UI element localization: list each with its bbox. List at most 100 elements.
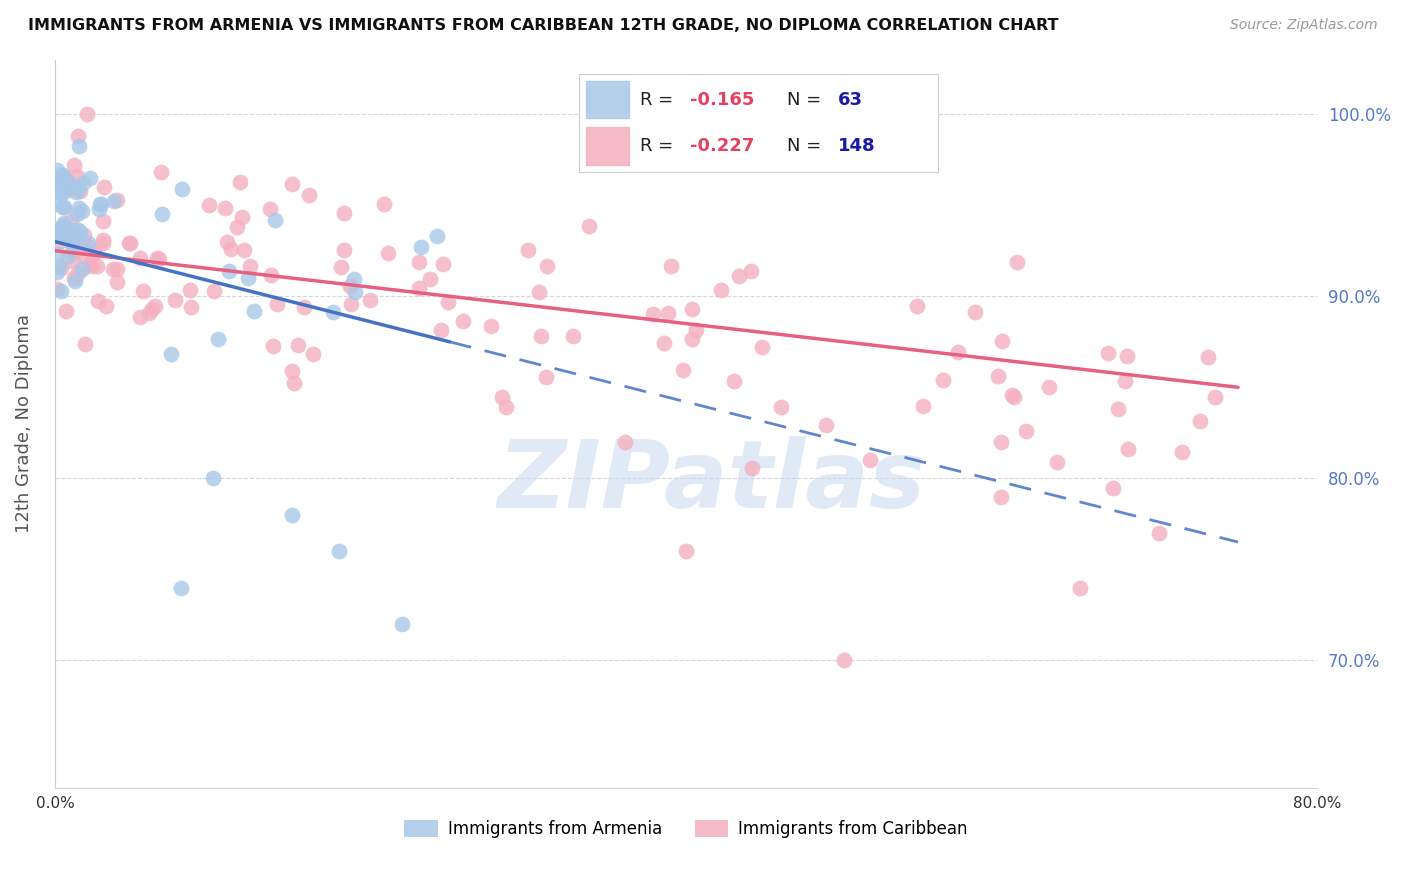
Point [517, 244, 540, 258]
Point [67, 266, 90, 280]
Point [437, 295, 460, 310]
Point [58, 249, 80, 263]
Point [48, 227, 70, 241]
Point [60, 237, 83, 252]
Point [741, 461, 763, 475]
Point [408, 255, 430, 269]
Point [963, 304, 986, 318]
Point [529, 285, 551, 299]
Point [292, 300, 315, 314]
Point [287, 338, 309, 352]
Point [332, 206, 354, 220]
Point [46, 246, 69, 260]
Point [432, 256, 454, 270]
Point [52, 231, 75, 245]
Point [62, 224, 84, 238]
Point [657, 306, 679, 320]
Point [281, 364, 304, 378]
Point [118, 235, 141, 250]
Point [56, 178, 79, 193]
Point [283, 376, 305, 391]
Point [93, 233, 115, 247]
Point [56, 228, 79, 243]
Point [52, 216, 75, 230]
Point [90, 196, 112, 211]
Point [339, 278, 361, 293]
Point [911, 399, 934, 413]
Point [146, 251, 169, 265]
Point [58, 176, 80, 190]
Point [740, 264, 762, 278]
Point [49, 224, 72, 238]
Point [613, 434, 636, 449]
Point [408, 280, 430, 294]
Point [832, 653, 855, 667]
Point [1147, 525, 1170, 540]
Point [1005, 255, 1028, 269]
Point [149, 165, 172, 179]
Point [530, 329, 553, 343]
Point [302, 347, 325, 361]
Point [243, 303, 266, 318]
Point [145, 299, 167, 313]
Point [105, 261, 128, 276]
Point [86, 294, 108, 309]
Point [281, 178, 304, 192]
Point [214, 202, 236, 216]
Point [429, 323, 451, 337]
Point [652, 336, 675, 351]
Point [66, 240, 89, 254]
Point [46, 174, 69, 188]
Point [103, 194, 125, 209]
Point [232, 243, 254, 257]
Point [1069, 581, 1091, 595]
Point [1002, 390, 1025, 404]
Point [93, 179, 115, 194]
Point [63, 158, 86, 172]
Point [45, 222, 67, 236]
Text: IMMIGRANTS FROM ARMENIA VS IMMIGRANTS FROM CARIBBEAN 12TH GRADE, NO DIPLOMA CORR: IMMIGRANTS FROM ARMENIA VS IMMIGRANTS FR… [28, 18, 1059, 33]
Point [51, 186, 73, 201]
Point [814, 417, 837, 432]
Point [52, 185, 75, 199]
Point [56, 229, 79, 244]
Point [409, 240, 432, 254]
Point [226, 219, 249, 234]
Point [1015, 424, 1038, 438]
Point [52, 169, 75, 183]
Point [1097, 345, 1119, 359]
Point [138, 306, 160, 320]
Point [89, 202, 111, 216]
Point [328, 544, 350, 558]
Point [63, 274, 86, 288]
Point [45, 265, 67, 279]
Y-axis label: 12th Grade, No Diploma: 12th Grade, No Diploma [15, 314, 32, 533]
Point [45, 178, 67, 193]
Point [710, 283, 733, 297]
Point [859, 452, 882, 467]
Point [359, 293, 381, 307]
Point [769, 400, 792, 414]
Point [198, 198, 221, 212]
Point [343, 285, 366, 300]
Point [426, 229, 449, 244]
Point [298, 187, 321, 202]
Point [263, 212, 285, 227]
Point [495, 400, 517, 414]
Point [170, 581, 193, 595]
Point [641, 308, 664, 322]
Point [67, 139, 90, 153]
Point [681, 332, 703, 346]
Point [330, 260, 353, 274]
Point [120, 236, 142, 251]
Point [150, 207, 173, 221]
Point [73, 337, 96, 351]
Point [83, 246, 105, 260]
Point [373, 196, 395, 211]
Point [73, 249, 96, 263]
Point [391, 617, 413, 632]
Point [1197, 350, 1219, 364]
Point [1116, 349, 1139, 363]
Point [52, 219, 75, 234]
Point [1107, 402, 1129, 417]
